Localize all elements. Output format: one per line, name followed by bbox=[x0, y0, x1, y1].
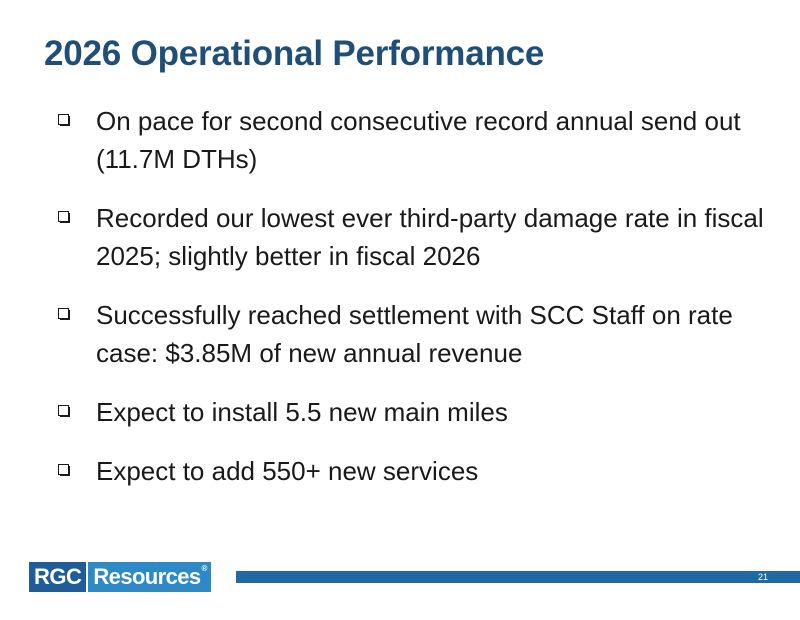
bullet-text: Successfully reached settlement with SCC… bbox=[96, 300, 733, 368]
registered-mark: ® bbox=[201, 564, 208, 573]
checkbox-bullet-icon bbox=[58, 405, 70, 417]
logo-resources: Resources® bbox=[88, 562, 211, 592]
bullet-text: On pace for second consecutive record an… bbox=[96, 106, 741, 174]
checkbox-bullet-icon bbox=[58, 308, 70, 320]
footer-bar: 21 bbox=[236, 571, 800, 583]
bullet-text: Expect to add 550+ new services bbox=[96, 456, 479, 486]
checkbox-bullet-icon bbox=[58, 114, 70, 126]
bullet-text: Recorded our lowest ever third-party dam… bbox=[96, 203, 764, 271]
bullet-item: On pace for second consecutive record an… bbox=[58, 102, 778, 178]
bullet-item: Recorded our lowest ever third-party dam… bbox=[58, 199, 778, 275]
company-logo: RGC Resources® bbox=[29, 562, 211, 592]
bullet-text: Expect to install 5.5 new main miles bbox=[96, 397, 508, 427]
logo-resources-text: Resources bbox=[93, 564, 201, 589]
slide-title: 2026 Operational Performance bbox=[44, 34, 545, 73]
bullet-item: Expect to add 550+ new services bbox=[58, 452, 778, 490]
logo-rgc: RGC bbox=[29, 562, 87, 592]
bullet-item: Successfully reached settlement with SCC… bbox=[58, 296, 778, 372]
bullet-item: Expect to install 5.5 new main miles bbox=[58, 393, 778, 431]
checkbox-bullet-icon bbox=[58, 464, 70, 476]
checkbox-bullet-icon bbox=[58, 211, 70, 223]
page-number: 21 bbox=[757, 572, 768, 582]
bullet-list: On pace for second consecutive record an… bbox=[58, 102, 778, 490]
